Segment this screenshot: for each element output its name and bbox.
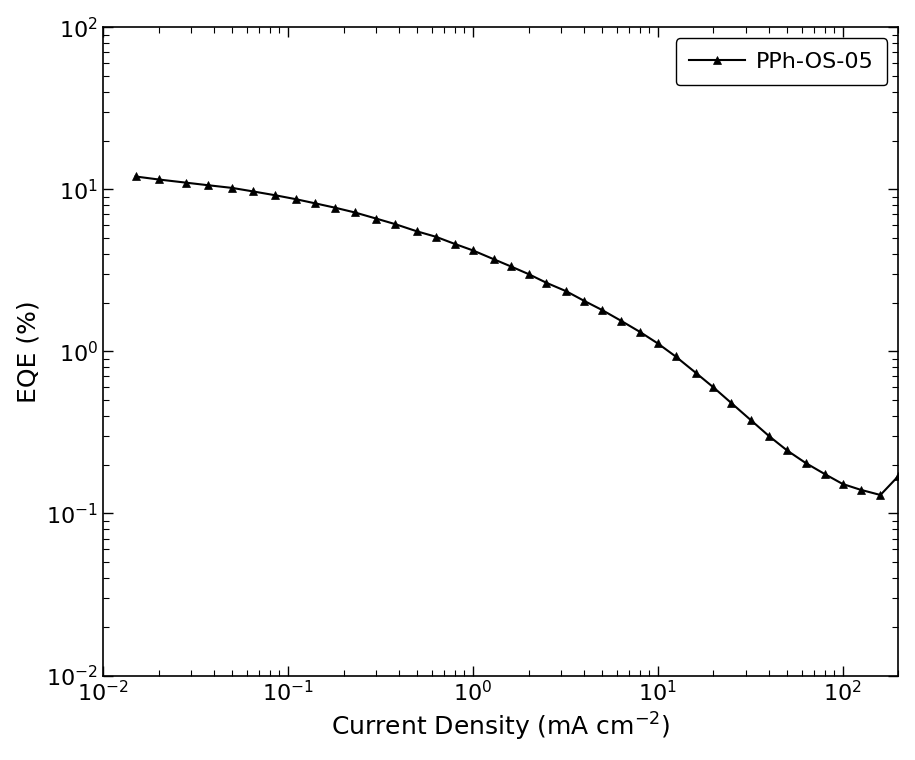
- PPh-OS-05: [893, 471, 904, 480]
- PPh-OS-05: [227, 183, 238, 192]
- PPh-OS-05: [708, 383, 719, 392]
- X-axis label: Current Density (mA cm$^{-2}$): Current Density (mA cm$^{-2}$): [331, 711, 671, 743]
- PPh-OS-05: [652, 339, 663, 348]
- PPh-OS-05: [350, 208, 361, 217]
- PPh-OS-05: [523, 270, 534, 279]
- PPh-OS-05: [449, 239, 460, 249]
- PPh-OS-05: [269, 191, 280, 200]
- Line: PPh-OS-05: PPh-OS-05: [132, 173, 902, 499]
- PPh-OS-05: [561, 287, 572, 296]
- PPh-OS-05: [875, 490, 886, 499]
- PPh-OS-05: [856, 485, 867, 494]
- PPh-OS-05: [800, 458, 811, 467]
- PPh-OS-05: [371, 214, 382, 223]
- PPh-OS-05: [130, 172, 141, 181]
- PPh-OS-05: [726, 398, 737, 407]
- PPh-OS-05: [202, 181, 213, 190]
- PPh-OS-05: [290, 195, 301, 204]
- PPh-OS-05: [781, 446, 792, 455]
- Legend: PPh-OS-05: PPh-OS-05: [676, 38, 888, 85]
- PPh-OS-05: [764, 432, 775, 441]
- PPh-OS-05: [837, 480, 848, 489]
- Y-axis label: EQE (%): EQE (%): [16, 300, 40, 403]
- PPh-OS-05: [634, 328, 645, 337]
- PPh-OS-05: [578, 296, 589, 306]
- PPh-OS-05: [690, 368, 701, 377]
- PPh-OS-05: [468, 245, 479, 255]
- PPh-OS-05: [489, 255, 500, 264]
- PPh-OS-05: [505, 261, 516, 271]
- PPh-OS-05: [329, 203, 340, 212]
- PPh-OS-05: [746, 416, 757, 425]
- PPh-OS-05: [248, 187, 259, 196]
- PPh-OS-05: [390, 220, 401, 229]
- PPh-OS-05: [541, 278, 552, 287]
- PPh-OS-05: [412, 226, 423, 236]
- PPh-OS-05: [430, 232, 441, 241]
- PPh-OS-05: [153, 175, 164, 184]
- PPh-OS-05: [819, 470, 830, 479]
- PPh-OS-05: [670, 352, 681, 361]
- PPh-OS-05: [597, 306, 608, 315]
- PPh-OS-05: [309, 198, 320, 207]
- PPh-OS-05: [615, 316, 626, 325]
- PPh-OS-05: [180, 178, 191, 187]
